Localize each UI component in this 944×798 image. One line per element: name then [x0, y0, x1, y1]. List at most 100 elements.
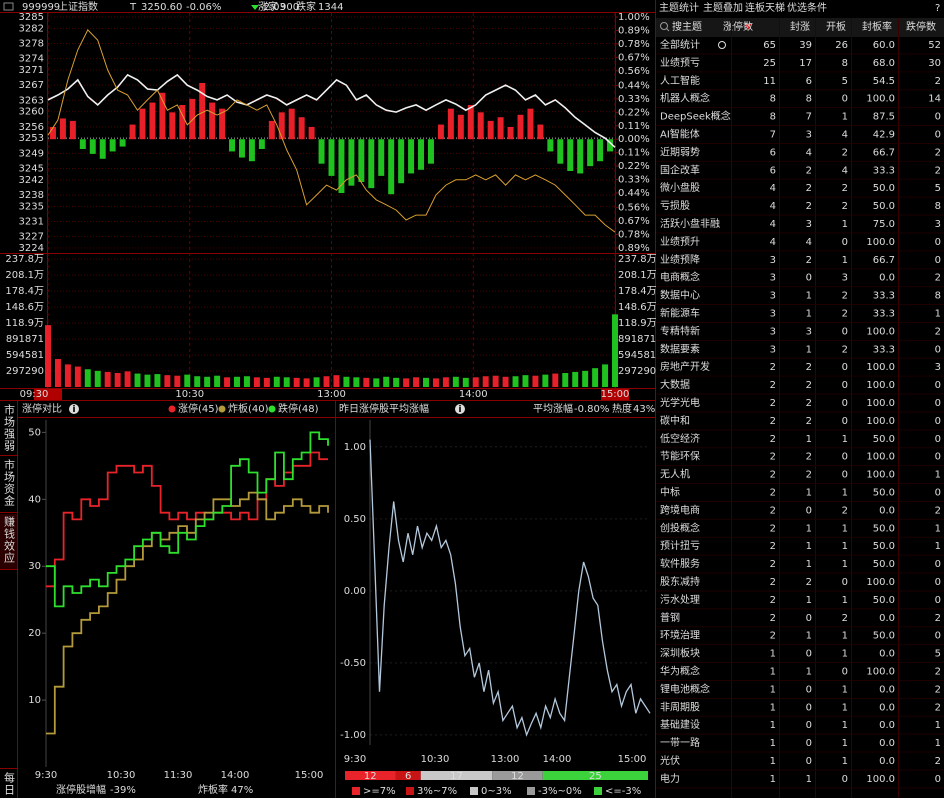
y-tick-label: 1.00: [344, 442, 366, 453]
table-cell: 0: [806, 702, 812, 713]
theme-name[interactable]: 深圳板块: [660, 647, 700, 660]
theme-name[interactable]: DeepSeek概念: [660, 110, 731, 123]
theme-name[interactable]: 人工智能: [660, 74, 700, 87]
legend-swatch: [352, 787, 360, 795]
theme-name[interactable]: 无人机: [660, 468, 690, 481]
table-cell: 0: [842, 416, 848, 427]
column-header[interactable]: 开板: [826, 20, 846, 33]
theme-name[interactable]: AI智能体: [660, 128, 700, 141]
theme-name[interactable]: 中标: [660, 486, 680, 499]
table-tab[interactable]: 主题叠加: [703, 2, 743, 14]
strength-bar: [189, 98, 196, 140]
legend-label: <=-3%: [605, 786, 641, 797]
theme-name[interactable]: 非周期股: [660, 701, 700, 713]
theme-name[interactable]: 亏损股: [660, 199, 690, 212]
volume-bar: [224, 377, 231, 387]
theme-name[interactable]: 业绩预亏: [660, 56, 700, 69]
table-cell: 0: [842, 380, 848, 391]
theme-name[interactable]: 光伏: [660, 754, 680, 767]
volume-bar: [373, 378, 380, 387]
index-line: [47, 29, 616, 233]
table-cell: 3: [806, 219, 812, 230]
table-cell: 3: [842, 273, 848, 284]
info-icon[interactable]: [69, 404, 79, 414]
side-tab[interactable]: 市场强弱: [3, 403, 16, 452]
volume-bar: [522, 375, 529, 387]
theme-name[interactable]: 业绩预升: [660, 235, 700, 248]
theme-name[interactable]: 碳中和: [660, 414, 690, 427]
theme-name[interactable]: 房地产开发: [660, 360, 710, 373]
legend-label: 3%~7%: [417, 786, 457, 797]
theme-name[interactable]: 软件服务: [660, 557, 700, 570]
table-tab[interactable]: 优选条件: [787, 1, 827, 14]
stat-value: -0.80%: [574, 404, 609, 415]
table-tab[interactable]: ?: [935, 3, 940, 14]
theme-name[interactable]: 预计扭亏: [660, 539, 700, 552]
theme-name[interactable]: 普钢: [660, 611, 680, 624]
limit-line: [46, 491, 329, 735]
theme-name[interactable]: 机器人概念: [660, 92, 710, 105]
y2-tick-label: 0.44%: [618, 188, 650, 199]
table-cell: 2: [806, 452, 812, 463]
theme-name[interactable]: 污水处理: [660, 594, 700, 606]
y-tick-label: 3285: [19, 12, 44, 23]
theme-name[interactable]: 跨境电商: [660, 503, 700, 516]
column-header[interactable]: 搜主题: [672, 20, 702, 33]
volume-bar: [214, 375, 221, 387]
side-tab[interactable]: 市场资金: [3, 458, 16, 507]
table-cell: 0: [842, 94, 848, 105]
y-tick-label: 40: [28, 494, 41, 505]
theme-name[interactable]: 大数据: [660, 378, 690, 391]
volume-tick-label: 594581: [6, 350, 44, 361]
table-cell: 100.0: [866, 362, 895, 373]
column-header[interactable]: 封涨: [790, 20, 810, 33]
theme-name[interactable]: 数据中心: [660, 289, 700, 302]
menu-icon[interactable]: [3, 2, 14, 11]
theme-name[interactable]: 电力: [660, 772, 680, 785]
table-cell: 50.0: [873, 183, 895, 194]
info-icon[interactable]: [455, 404, 465, 414]
column-header[interactable]: 涨停数: [723, 20, 753, 33]
theme-name[interactable]: 数据要素: [660, 342, 700, 355]
theme-name[interactable]: 股东减持: [660, 575, 700, 588]
time-label: 09:30: [20, 389, 49, 400]
theme-name[interactable]: 节能环保: [660, 450, 700, 463]
theme-name[interactable]: 电商概念: [660, 271, 700, 284]
table-tab[interactable]: 主题统计: [659, 1, 699, 14]
theme-name[interactable]: 全部统计: [660, 38, 700, 51]
theme-name[interactable]: 华为概念: [660, 665, 700, 678]
column-header[interactable]: 封板率: [862, 20, 892, 33]
distribution-segment: [420, 771, 493, 780]
table-cell: 33.3: [873, 291, 895, 302]
table-cell: 1: [935, 541, 941, 552]
strength-bar: [159, 92, 166, 140]
strength-bar: [119, 139, 126, 147]
theme-name[interactable]: 国企改革: [660, 163, 700, 176]
theme-name[interactable]: 专精特新: [660, 324, 700, 337]
table-cell: 1: [770, 702, 776, 713]
time-label: 14:00: [221, 770, 250, 781]
theme-name[interactable]: 基础建设: [660, 718, 700, 731]
theme-name[interactable]: 业绩预降: [660, 253, 700, 266]
volume-bar: [333, 375, 340, 387]
theme-name[interactable]: 环境治理: [660, 629, 700, 642]
sort-arrow[interactable]: [745, 24, 751, 30]
side-tab[interactable]: 每日: [3, 771, 16, 796]
theme-name[interactable]: 锂电池概念: [660, 682, 710, 695]
theme-name[interactable]: 近期弱势: [660, 145, 700, 158]
theme-name[interactable]: 创投概念: [660, 521, 700, 534]
table-cell: 1: [806, 434, 812, 445]
theme-name[interactable]: 新能源车: [660, 307, 700, 320]
table-tab[interactable]: 连板天梯: [745, 1, 785, 14]
search-icon[interactable]: [660, 22, 670, 32]
panel-title: 涨停对比: [22, 402, 62, 415]
theme-name[interactable]: 一带一路: [660, 736, 700, 749]
strength-bar: [338, 139, 345, 193]
theme-name[interactable]: 活跃小盘非融: [660, 217, 720, 230]
theme-name[interactable]: 光学光电: [660, 396, 700, 409]
side-tab[interactable]: 赚钱效应: [3, 515, 16, 564]
y-tick-label: 3278: [19, 39, 44, 50]
column-header[interactable]: 跌停数: [906, 20, 936, 33]
theme-name[interactable]: 低空经济: [660, 432, 700, 445]
theme-name[interactable]: 微小盘股: [660, 181, 700, 194]
